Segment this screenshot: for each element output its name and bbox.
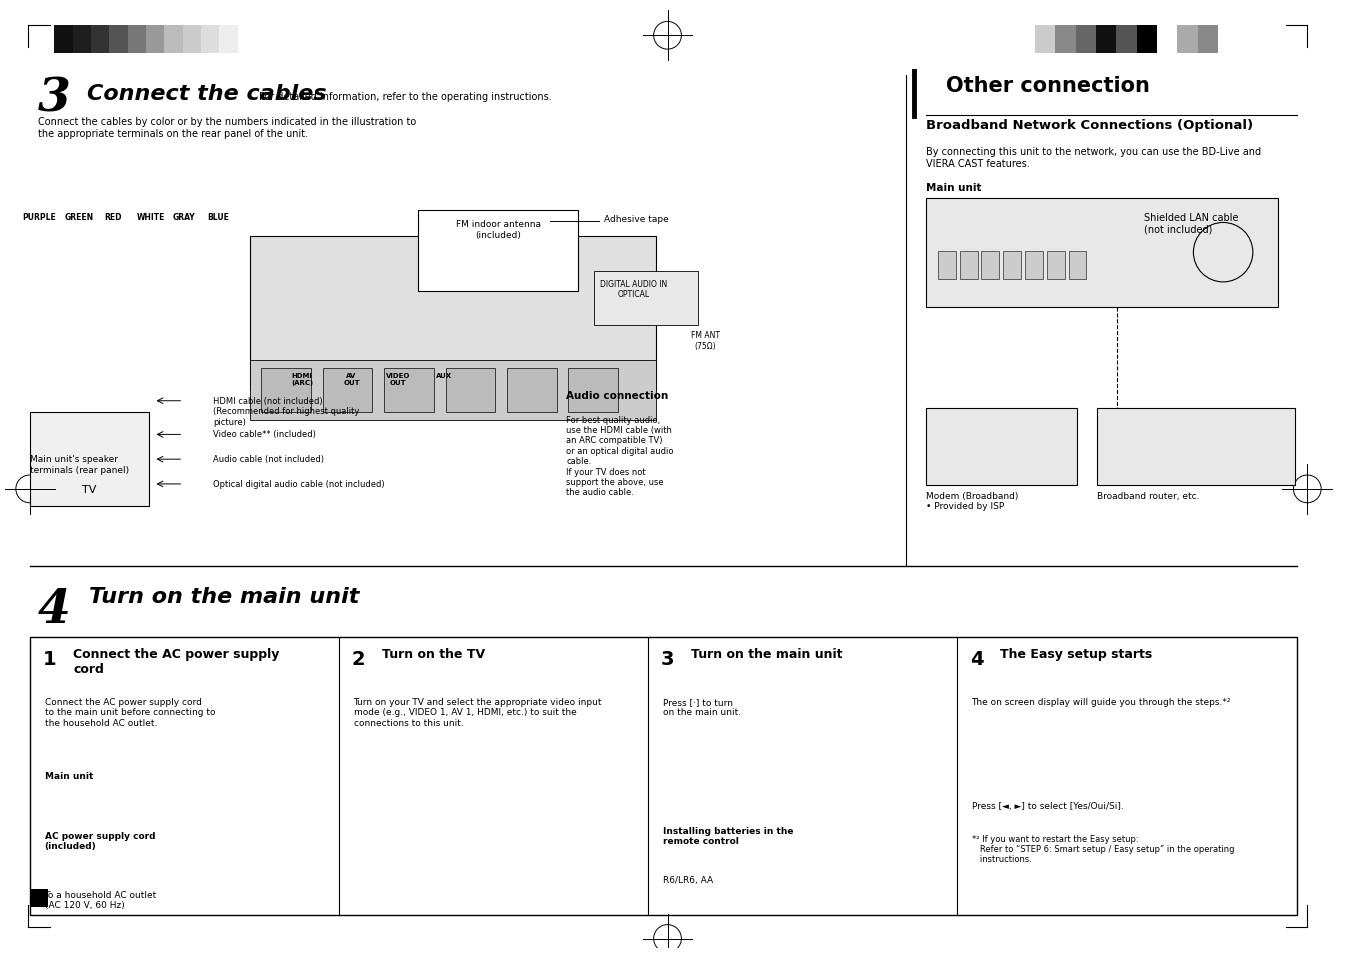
Text: Broadband router, etc.: Broadband router, etc. — [1097, 492, 1199, 500]
Bar — [1075, 27, 1095, 54]
Text: WHITE: WHITE — [136, 213, 165, 221]
Text: TV: TV — [82, 484, 96, 495]
Bar — [1097, 408, 1295, 485]
Text: Connect the AC power supply
cord: Connect the AC power supply cord — [73, 648, 279, 676]
Bar — [925, 198, 1278, 307]
Bar — [1095, 27, 1117, 54]
Bar — [30, 413, 148, 506]
Text: The on screen display will guide you through the steps.*²: The on screen display will guide you thr… — [971, 698, 1232, 706]
Bar — [1055, 27, 1075, 54]
Text: *² If you want to restart the Easy setup:
   Refer to “STEP 6: Smart setup / Eas: *² If you want to restart the Easy setup… — [971, 834, 1234, 863]
Bar — [322, 369, 372, 413]
Text: Turn on the TV: Turn on the TV — [382, 648, 486, 660]
Text: GRAY: GRAY — [173, 213, 196, 221]
Text: Optical digital audio cable (not included): Optical digital audio cable (not include… — [213, 479, 384, 489]
Text: 2: 2 — [352, 650, 366, 669]
Bar — [982, 252, 1000, 279]
Text: 3: 3 — [661, 650, 674, 669]
Bar — [1004, 252, 1021, 279]
Bar — [262, 369, 312, 413]
Text: Main unit: Main unit — [925, 183, 982, 193]
Bar — [568, 369, 618, 413]
Text: Adhesive tape: Adhesive tape — [604, 214, 669, 223]
Text: Video cable** (included): Video cable** (included) — [213, 430, 316, 439]
Text: By connecting this unit to the network, you can use the BD-Live and
VIERA CAST f: By connecting this unit to the network, … — [925, 147, 1261, 169]
Text: Other connection: Other connection — [946, 76, 1149, 96]
Bar — [165, 27, 182, 54]
Bar — [201, 27, 220, 54]
Bar — [1198, 27, 1218, 54]
Bar — [1025, 252, 1043, 279]
Text: To a household AC outlet
(AC 120 V, 60 Hz): To a household AC outlet (AC 120 V, 60 H… — [45, 890, 156, 909]
Bar — [182, 27, 201, 54]
Bar — [925, 408, 1077, 485]
Text: FM ANT
(75Ω): FM ANT (75Ω) — [691, 331, 719, 351]
Bar — [594, 272, 699, 326]
Text: Modem (Broadband)
• Provided by ISP: Modem (Broadband) • Provided by ISP — [925, 492, 1018, 511]
Bar — [92, 27, 109, 54]
Bar — [220, 27, 237, 54]
Text: R6/LR6, AA: R6/LR6, AA — [662, 875, 712, 884]
Text: 1: 1 — [43, 650, 57, 669]
Bar — [1047, 252, 1064, 279]
Text: Connect the AC power supply cord
to the main unit before connecting to
the house: Connect the AC power supply cord to the … — [45, 698, 214, 727]
Text: Installing batteries in the
remote control: Installing batteries in the remote contr… — [662, 825, 793, 845]
Text: HDMI cable (not included)
(Recommended for highest quality
picture): HDMI cable (not included) (Recommended f… — [213, 396, 359, 426]
Text: AC power supply cord
(included): AC power supply cord (included) — [45, 831, 155, 850]
Bar — [30, 638, 1298, 915]
Bar — [54, 27, 73, 54]
Bar — [109, 27, 128, 54]
Text: DIGITAL AUDIO IN
OPTICAL: DIGITAL AUDIO IN OPTICAL — [600, 279, 668, 299]
Text: Main unit's speaker
terminals (rear panel): Main unit's speaker terminals (rear pane… — [30, 455, 130, 474]
Bar — [1137, 27, 1157, 54]
Text: Turn on the main unit: Turn on the main unit — [691, 648, 843, 660]
Text: Turn on the main unit: Turn on the main unit — [89, 586, 360, 606]
Bar — [1157, 27, 1178, 54]
Bar — [1035, 27, 1055, 54]
Bar — [938, 252, 955, 279]
Text: 4: 4 — [970, 650, 983, 669]
Text: GREEN: GREEN — [65, 213, 94, 221]
Text: Connect the cables by color or by the numbers indicated in the illustration to
t: Connect the cables by color or by the nu… — [38, 117, 415, 139]
Text: HDMI
(ARC): HDMI (ARC) — [291, 373, 313, 386]
Text: Connect the cables: Connect the cables — [88, 84, 326, 104]
Text: For detailed information, refer to the operating instructions.: For detailed information, refer to the o… — [259, 91, 552, 102]
Text: Press [·] to turn
on the main unit.: Press [·] to turn on the main unit. — [662, 698, 741, 717]
Text: RED: RED — [104, 213, 121, 221]
Text: The Easy setup starts: The Easy setup starts — [1001, 648, 1152, 660]
Text: For best quality audio,
use the HDMI cable (with
an ARC compatible TV)
or an opt: For best quality audio, use the HDMI cab… — [567, 416, 674, 497]
Text: FM indoor antenna
(included): FM indoor antenna (included) — [456, 220, 541, 239]
Text: Press [◄, ►] to select [Yes/Oui/Si].: Press [◄, ►] to select [Yes/Oui/Si]. — [971, 801, 1124, 810]
Bar — [250, 237, 656, 391]
Bar — [384, 369, 434, 413]
Text: BLUE: BLUE — [206, 213, 229, 221]
Text: Shielded LAN cable
(not included): Shielded LAN cable (not included) — [1144, 213, 1238, 233]
Text: Broadband Network Connections (Optional): Broadband Network Connections (Optional) — [925, 119, 1253, 132]
Bar — [146, 27, 165, 54]
Text: Turn on your TV and select the appropriate video input
mode (e.g., VIDEO 1, AV 1: Turn on your TV and select the appropria… — [353, 698, 602, 727]
Bar — [445, 369, 495, 413]
Text: Main unit: Main unit — [45, 771, 93, 781]
Bar — [1178, 27, 1198, 54]
Text: 3: 3 — [38, 76, 70, 122]
Bar — [128, 27, 146, 54]
Text: AUX: AUX — [436, 373, 452, 378]
Text: Audio connection: Audio connection — [567, 391, 669, 400]
Bar — [1068, 252, 1086, 279]
Bar — [959, 252, 978, 279]
Bar — [73, 27, 92, 54]
Bar — [30, 889, 47, 907]
Text: VIDEO
OUT: VIDEO OUT — [386, 373, 410, 386]
Text: Audio cable (not included): Audio cable (not included) — [213, 455, 324, 464]
Bar — [250, 361, 656, 420]
Bar — [1117, 27, 1137, 54]
Text: AV
OUT: AV OUT — [343, 373, 360, 386]
Bar — [507, 369, 557, 413]
Text: 4: 4 — [38, 586, 70, 632]
Bar — [418, 211, 579, 292]
Text: PURPLE: PURPLE — [23, 213, 57, 221]
